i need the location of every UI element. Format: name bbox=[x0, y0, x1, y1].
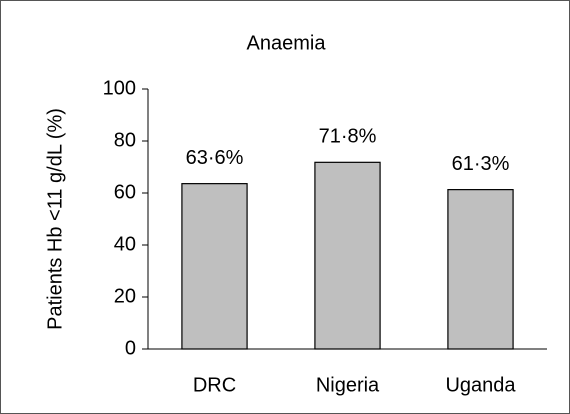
y-tick-label: 100 bbox=[103, 77, 136, 99]
y-tick-label: 40 bbox=[114, 233, 136, 255]
y-tick-label: 20 bbox=[114, 285, 136, 307]
y-tick-label: 60 bbox=[114, 181, 136, 203]
y-tick-label: 0 bbox=[125, 337, 136, 359]
y-axis-label: Patients Hb <11 g/dL (%) bbox=[44, 108, 66, 330]
x-tick-label: Uganda bbox=[445, 374, 516, 396]
bar bbox=[447, 189, 514, 350]
x-tick-label: DRC bbox=[193, 374, 236, 396]
value-label: 63·6% bbox=[186, 147, 244, 169]
bar bbox=[314, 161, 381, 350]
value-label: 61·3% bbox=[452, 153, 510, 175]
chart-title: Anaemia bbox=[247, 32, 327, 54]
y-tick-label: 80 bbox=[114, 129, 136, 151]
value-label: 71·8% bbox=[319, 126, 377, 148]
x-tick-label: Nigeria bbox=[316, 374, 380, 396]
bar bbox=[181, 183, 248, 350]
